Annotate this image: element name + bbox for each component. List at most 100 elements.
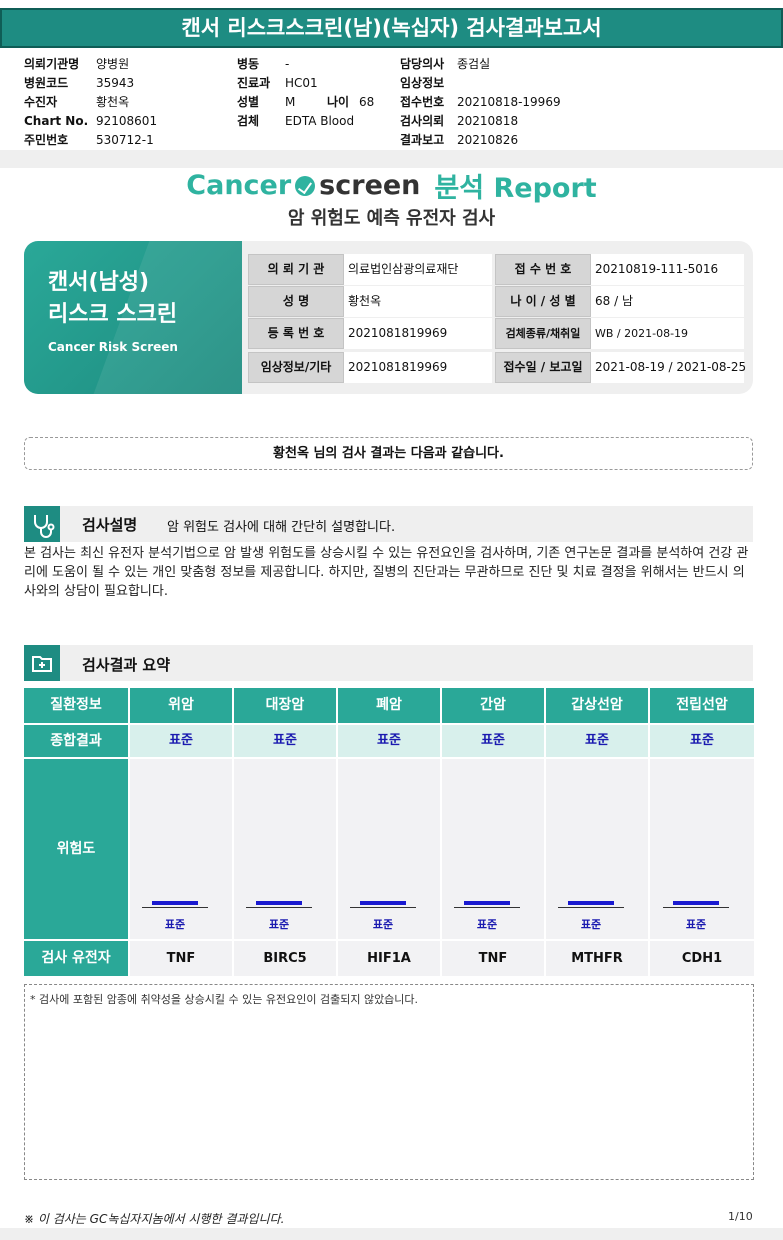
disease-name: 폐암 bbox=[338, 688, 440, 723]
info-value: 20210819-111-5016 bbox=[591, 254, 744, 285]
risk-level-label: 표준 bbox=[685, 918, 707, 931]
header-label: 병원코드 bbox=[24, 76, 69, 90]
info-value: 68 / 남 bbox=[591, 286, 744, 317]
info-value: 의료법인삼광의료재단 bbox=[344, 254, 492, 285]
risk-bar bbox=[152, 901, 198, 905]
age-label: 나이 bbox=[327, 95, 350, 109]
medical-folder-icon bbox=[24, 645, 60, 681]
risk-cell: 표준 bbox=[130, 759, 232, 939]
info-value: 2021081819969 bbox=[344, 318, 492, 349]
note-text: * 검사에 포함된 암종에 취약성을 상승시킬 수 있는 유전요인이 검출되지 … bbox=[30, 993, 419, 1006]
test-gene: MTHFR bbox=[546, 941, 648, 976]
header-row: 검사의뢰 20210818 bbox=[400, 112, 561, 131]
header-value: EDTA Blood bbox=[285, 114, 355, 128]
header-row: 의뢰기관명 양병원 bbox=[24, 55, 157, 74]
info-value: 황천옥 bbox=[344, 286, 492, 317]
risk-bar bbox=[568, 901, 614, 905]
report-subtitle: 암 위험도 예측 유전자 검사 bbox=[287, 208, 496, 229]
cancer-screen-logo: Cancer screen 분석 Report bbox=[0, 166, 783, 204]
disease-name: 갑상선암 bbox=[546, 688, 648, 723]
overall-result: 표준 bbox=[130, 725, 232, 757]
logo-text-report: 분석 Report bbox=[434, 173, 597, 204]
info-value: WB / 2021-08-19 bbox=[591, 318, 744, 349]
info-value: 2021081819969 bbox=[344, 352, 492, 383]
header-row: 접수번호 20210818-19969 bbox=[400, 93, 561, 112]
info-label: 접 수 번 호 bbox=[495, 254, 591, 285]
header-row: Chart No. 92108601 bbox=[24, 112, 157, 131]
header-row: 성별 M 나이 68 bbox=[237, 93, 374, 112]
header-row: 병동 - bbox=[237, 55, 374, 74]
header-label: 의뢰기관명 bbox=[24, 57, 80, 71]
risk-cell: 표준 bbox=[546, 759, 648, 939]
header-value: 92108601 bbox=[96, 114, 158, 128]
header-value: 20210818 bbox=[457, 114, 519, 128]
page-number: 1/10 bbox=[728, 1210, 753, 1223]
info-label: 성 명 bbox=[248, 286, 344, 317]
risk-bar bbox=[360, 901, 406, 905]
header-row: 병원코드 35943 bbox=[24, 74, 157, 93]
row-label-risk: 위험도 bbox=[24, 759, 128, 939]
card-title-line2: 리스크 스크린 bbox=[48, 302, 178, 327]
header-col2: 병동 - 진료과 HC01 성별 M 나이 68 검체 EDTA Blood bbox=[237, 55, 374, 131]
disease-name: 대장암 bbox=[234, 688, 336, 723]
header-value: - bbox=[285, 57, 290, 71]
report-title: 캔서 리스크스크린(남)(녹십자) 검사결과보고서 bbox=[0, 8, 783, 48]
row-label-result: 종합결과 bbox=[24, 725, 128, 757]
header-value: HC01 bbox=[285, 76, 318, 90]
overall-result: 표준 bbox=[442, 725, 544, 757]
header-label: Chart No. bbox=[24, 114, 89, 128]
header-value: 양병원 bbox=[96, 57, 130, 71]
header-label: 검사의뢰 bbox=[400, 114, 445, 128]
risk-baseline bbox=[350, 907, 416, 908]
note-box bbox=[24, 984, 754, 1180]
stethoscope-icon bbox=[24, 506, 60, 542]
row-label-disease: 질환정보 bbox=[24, 688, 128, 723]
header-value: 20210818-19969 bbox=[457, 95, 561, 109]
section-summary-title: 검사결과 요약 bbox=[82, 656, 171, 674]
info-label: 의 뢰 기 관 bbox=[248, 254, 344, 285]
risk-cell: 표준 bbox=[650, 759, 754, 939]
risk-level-label: 표준 bbox=[164, 918, 186, 931]
risk-bar bbox=[464, 901, 510, 905]
risk-level-label: 표준 bbox=[580, 918, 602, 931]
section-explanation-desc: 암 위험도 검사에 대해 간단히 설명합니다. bbox=[167, 520, 396, 535]
header-separator bbox=[0, 150, 783, 168]
risk-cell: 표준 bbox=[338, 759, 440, 939]
overall-result: 표준 bbox=[234, 725, 336, 757]
footer-text: ※ 이 검사는 GC녹십자지놈에서 시행한 결과입니다. bbox=[24, 1212, 285, 1226]
overall-result: 표준 bbox=[650, 725, 754, 757]
logo-check-icon bbox=[295, 175, 316, 196]
test-gene: BIRC5 bbox=[234, 941, 336, 976]
risk-baseline bbox=[663, 907, 729, 908]
header-label: 주민번호 bbox=[24, 133, 69, 147]
header-value: 20210826 bbox=[457, 133, 519, 147]
header-value: 530712-1 bbox=[96, 133, 154, 147]
test-description: 본 검사는 최신 유전자 분석기법으로 암 발생 위험도를 상승시킬 수 있는 … bbox=[24, 546, 749, 599]
risk-level-label: 표준 bbox=[476, 918, 498, 931]
header-row: 임상정보 bbox=[400, 74, 561, 93]
card-english-title: Cancer Risk Screen bbox=[48, 340, 178, 354]
header-label: 병동 bbox=[237, 57, 260, 71]
header-col1: 의뢰기관명 양병원 병원코드 35943 수진자 황천옥 Chart No. 92108… bbox=[24, 55, 157, 150]
risk-cell: 표준 bbox=[442, 759, 544, 939]
info-label: 나 이 / 성 별 bbox=[495, 286, 591, 317]
header-row: 진료과 HC01 bbox=[237, 74, 374, 93]
header-label: 결과보고 bbox=[400, 133, 445, 147]
header-row: 결과보고 20210826 bbox=[400, 131, 561, 150]
row-label-gene: 검사 유전자 bbox=[24, 941, 128, 976]
risk-bar bbox=[256, 901, 302, 905]
risk-bar bbox=[673, 901, 719, 905]
info-label: 임상정보/기타 bbox=[248, 352, 344, 383]
section-summary-header bbox=[24, 645, 753, 681]
footer-bar bbox=[0, 1228, 783, 1240]
header-label: 수진자 bbox=[24, 95, 58, 109]
header-row: 수진자 황천옥 bbox=[24, 93, 157, 112]
risk-cell: 표준 bbox=[234, 759, 336, 939]
header-row: 담당의사 종검실 bbox=[400, 55, 561, 74]
overall-result: 표준 bbox=[338, 725, 440, 757]
logo-text-screen: screen bbox=[319, 170, 421, 201]
risk-baseline bbox=[142, 907, 208, 908]
risk-baseline bbox=[246, 907, 312, 908]
section-explanation-title: 검사설명 bbox=[82, 516, 138, 534]
test-gene: HIF1A bbox=[338, 941, 440, 976]
